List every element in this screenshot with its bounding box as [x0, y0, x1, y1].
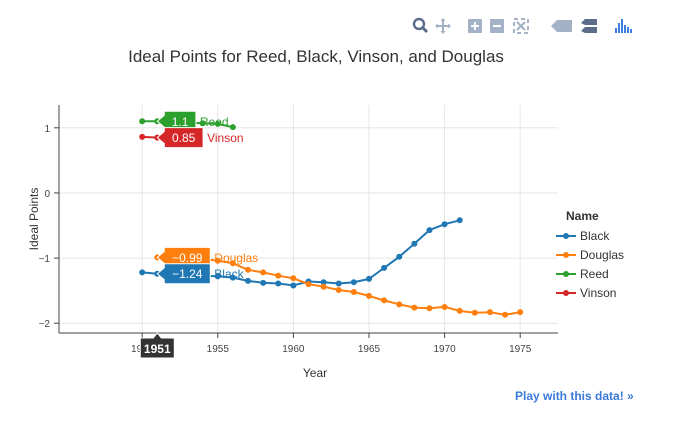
data-point	[229, 260, 236, 267]
data-point	[456, 217, 463, 224]
legend-title: Name	[566, 209, 599, 223]
data-point	[365, 275, 372, 282]
data-point	[456, 307, 463, 314]
data-point	[229, 274, 236, 281]
data-point	[441, 221, 448, 228]
data-point	[381, 264, 388, 271]
data-point	[441, 303, 448, 310]
data-point	[350, 279, 357, 286]
data-point	[214, 273, 221, 280]
data-point	[502, 311, 509, 318]
data-point	[411, 304, 418, 311]
data-point	[381, 297, 388, 304]
data-point	[245, 266, 252, 273]
hover-label-douglas: −0.99 Douglas	[156, 246, 258, 268]
hover-label-box	[156, 263, 211, 285]
pan-icon[interactable]	[432, 14, 454, 38]
autoscale-icon[interactable]	[510, 14, 532, 38]
data-point	[214, 120, 221, 127]
y-tick-label: 1	[44, 124, 50, 135]
legend-item-douglas[interactable]: Douglas	[556, 248, 624, 262]
data-point	[396, 253, 403, 260]
data-point	[335, 287, 342, 294]
hover-closest-icon[interactable]	[548, 14, 574, 38]
data-point	[517, 309, 524, 316]
data-point	[290, 282, 297, 289]
hover-x-box	[139, 332, 175, 359]
hover-x-value: 1951	[144, 342, 171, 356]
data-point	[139, 133, 146, 140]
x-tick-label: 1955	[207, 344, 230, 355]
hover-value-label: 0.85	[172, 131, 196, 145]
legend-item-reed[interactable]: Reed	[556, 267, 609, 281]
plotly-logo-icon[interactable]	[612, 14, 634, 38]
data-point	[471, 309, 478, 316]
hover-name-label: Douglas	[214, 251, 258, 265]
data-point	[320, 283, 327, 290]
hover-label-box	[156, 127, 204, 149]
zoom-out-icon[interactable]	[486, 14, 508, 38]
data-point	[305, 281, 312, 288]
chart-title: Ideal Points for Reed, Black, Vinson, an…	[128, 47, 504, 66]
data-point	[275, 280, 282, 287]
data-point	[260, 269, 267, 276]
hover-label-vinson: 0.85 Vinson	[156, 127, 244, 149]
x-tick-label: 1960	[282, 344, 305, 355]
zoom-in-icon[interactable]	[464, 14, 486, 38]
hover-value-label: 1.1	[172, 115, 189, 129]
data-point	[426, 227, 433, 234]
play-with-data-link[interactable]: Play with this data! »	[515, 389, 634, 403]
hover-layer: 1.1 Reed 0.85 Vinson −0.99 Douglas −1.24 Black 1…	[139, 110, 258, 359]
data-point	[199, 120, 206, 127]
data-point	[214, 257, 221, 264]
legend-label: Black	[580, 229, 610, 243]
x-axis-title: Year	[303, 366, 327, 380]
hover-label-black: −1.24 Black	[156, 263, 245, 285]
data-point	[426, 305, 433, 312]
hover-name-label: Black	[214, 267, 244, 281]
data-point	[290, 275, 297, 282]
hover-name-label: Reed	[200, 115, 229, 129]
hover-name-label: Vinson	[207, 131, 243, 145]
data-point	[486, 309, 493, 316]
zoom-icon[interactable]	[410, 14, 432, 38]
x-tick-label: 1975	[509, 344, 532, 355]
legend-label: Vinson	[580, 286, 616, 300]
legend-label: Douglas	[580, 248, 624, 262]
data-point	[396, 301, 403, 308]
data-point	[139, 269, 146, 276]
data-point	[139, 118, 146, 125]
legend-item-vinson[interactable]: Vinson	[556, 286, 616, 300]
gridlines	[59, 105, 558, 333]
data-point	[350, 288, 357, 295]
hover-value-label: −1.24	[172, 267, 203, 281]
hover-x-label: 1951	[139, 332, 175, 359]
legend-swatch-marker	[563, 290, 569, 296]
data-point	[335, 280, 342, 287]
y-tick-label: 0	[44, 189, 50, 200]
data-point	[245, 277, 252, 284]
x-tick-label: 1970	[433, 344, 456, 355]
data-point	[320, 279, 327, 286]
y-axis-title: Ideal Points	[27, 188, 41, 251]
data-point	[411, 240, 418, 247]
legend: Name Black Douglas Reed Vinson	[556, 209, 624, 300]
plot-area[interactable]	[59, 105, 558, 333]
data-point	[365, 292, 372, 299]
legend-swatch-marker	[563, 271, 569, 277]
hover-value-label: −0.99	[172, 251, 203, 265]
legend-swatch-marker	[563, 233, 569, 239]
x-tick-label: 1965	[358, 344, 381, 355]
data-point	[229, 124, 236, 131]
legend-swatch-marker	[563, 252, 569, 258]
data-point	[275, 272, 282, 279]
y-tick-label: −2	[39, 319, 51, 330]
data-point	[260, 279, 267, 286]
hover-compare-icon[interactable]	[578, 14, 600, 38]
legend-label: Reed	[580, 267, 609, 281]
legend-item-black[interactable]: Black	[556, 229, 610, 243]
y-tick-label: −1	[39, 254, 51, 265]
